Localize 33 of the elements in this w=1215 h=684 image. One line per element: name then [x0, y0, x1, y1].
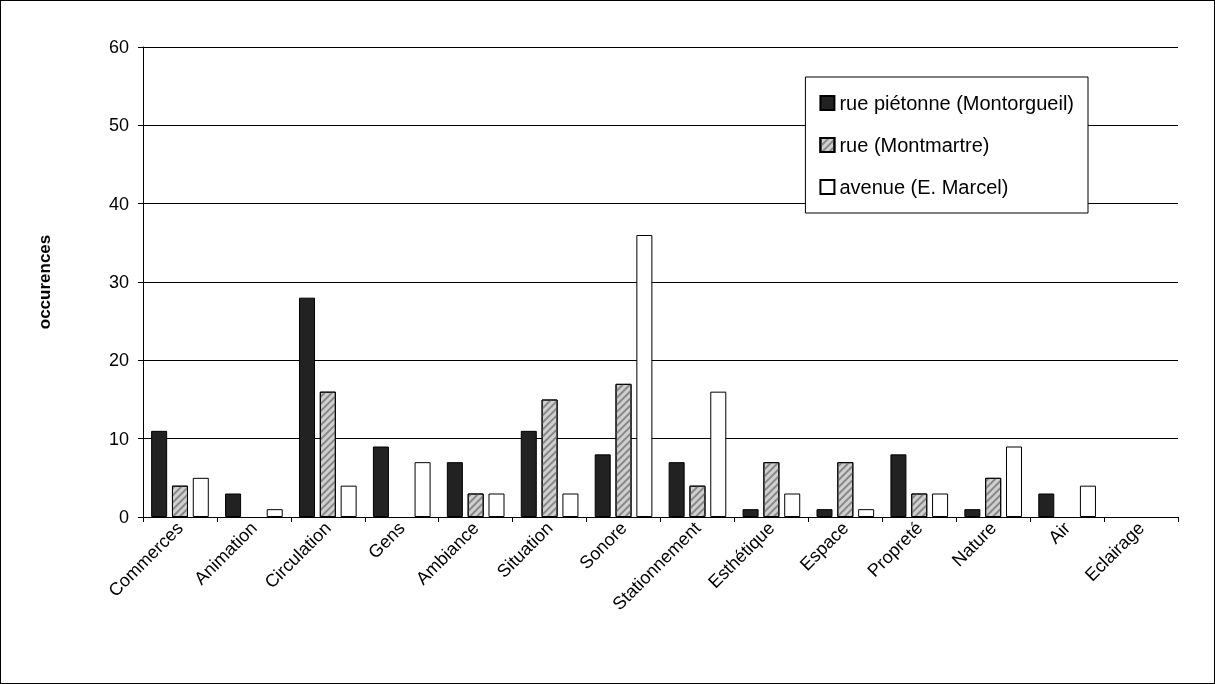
legend-label: avenue (E. Marcel): [839, 176, 1009, 198]
bar: [488, 493, 505, 517]
bar: [784, 493, 801, 517]
bar: [340, 485, 357, 517]
bar: [1038, 493, 1055, 517]
bar: [372, 446, 389, 517]
y-tick-label: 50: [108, 115, 129, 136]
bar: [1005, 446, 1023, 517]
bar: [816, 509, 833, 517]
bar: [858, 509, 875, 517]
bar: [964, 509, 981, 517]
y-axis-title: occurences: [35, 234, 54, 330]
bar: [932, 493, 949, 517]
legend-label: rue (Montmartre): [839, 134, 990, 156]
bar: [192, 477, 209, 517]
legend-label: rue piétonne (Montorgueil): [839, 92, 1075, 114]
bar: [890, 454, 907, 517]
y-tick-label: 0: [118, 507, 129, 527]
y-tick-label: 40: [108, 193, 129, 214]
bar: [225, 493, 242, 517]
y-tick-label: 60: [108, 37, 129, 57]
y-tick-label: 20: [108, 350, 129, 371]
y-tick-label: 30: [108, 272, 129, 292]
bar: [594, 454, 611, 517]
bar: [414, 462, 431, 517]
bar: [266, 509, 283, 517]
bar: [668, 462, 685, 517]
x-tick-label: Air: [1044, 517, 1075, 548]
bar: [562, 493, 579, 517]
bar: [742, 509, 759, 517]
y-tick-label: 10: [108, 428, 129, 449]
bar: [446, 462, 463, 517]
bar: [1079, 485, 1096, 517]
